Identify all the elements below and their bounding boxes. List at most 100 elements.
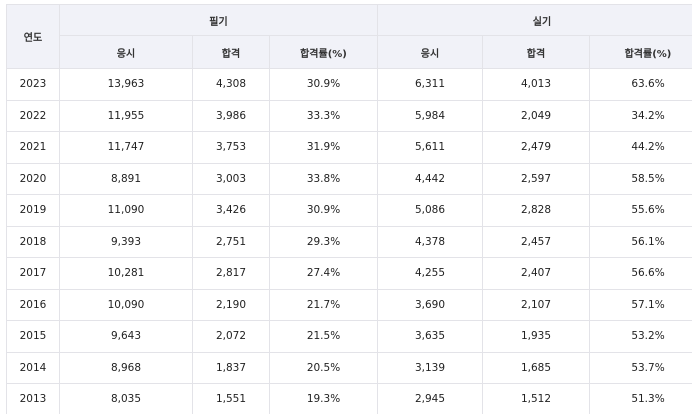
practical-applicants-cell: 4,442	[377, 162, 483, 195]
table-row: 2014 8,968 1,837 20.5% 3,139 1,685 53.7%	[6, 351, 692, 384]
written-passed-cell: 2,751	[192, 225, 270, 258]
year-cell: 2013	[6, 383, 60, 414]
table-row: 2021 11,747 3,753 31.9% 5,611 2,479 44.2%	[6, 131, 692, 164]
written-applicants-cell: 9,643	[59, 320, 193, 353]
practical-exam-header: 실기	[377, 4, 692, 36]
year-cell: 2022	[6, 99, 60, 132]
table-header: 연도 필기 실기 응시 합격 합격률(%) 응시 합격 합격률(%)	[6, 4, 692, 69]
written-applicants-cell: 11,747	[59, 131, 193, 164]
table-row: 2022 11,955 3,986 33.3% 5,984 2,049 34.2%	[6, 99, 692, 132]
written-pass-rate-cell: 33.3%	[269, 99, 378, 132]
written-passed-cell: 2,072	[192, 320, 270, 353]
year-cell: 2014	[6, 351, 60, 384]
practical-pass-rate-cell: 56.6%	[589, 257, 692, 290]
written-pass-rate-cell: 29.3%	[269, 225, 378, 258]
practical-pass-rate-cell: 58.5%	[589, 162, 692, 195]
year-header: 연도	[6, 4, 60, 69]
written-applicants-header: 응시	[59, 35, 193, 69]
practical-applicants-cell: 3,690	[377, 288, 483, 321]
practical-applicants-cell: 4,255	[377, 257, 483, 290]
table-row: 2016 10,090 2,190 21.7% 3,690 2,107 57.1%	[6, 288, 692, 321]
practical-applicants-cell: 3,139	[377, 351, 483, 384]
table-row: 2020 8,891 3,003 33.8% 4,442 2,597 58.5%	[6, 162, 692, 195]
written-passed-cell: 3,003	[192, 162, 270, 195]
table-row: 2023 13,963 4,308 30.9% 6,311 4,013 63.6%	[6, 68, 692, 101]
practical-applicants-header: 응시	[377, 35, 483, 69]
practical-passed-cell: 2,479	[482, 131, 590, 164]
written-passed-cell: 1,837	[192, 351, 270, 384]
written-pass-rate-cell: 30.9%	[269, 68, 378, 101]
written-pass-rate-cell: 21.7%	[269, 288, 378, 321]
practical-pass-rate-cell: 63.6%	[589, 68, 692, 101]
practical-applicants-cell: 5,086	[377, 194, 483, 227]
written-pass-rate-cell: 20.5%	[269, 351, 378, 384]
practical-applicants-cell: 2,945	[377, 383, 483, 414]
year-cell: 2017	[6, 257, 60, 290]
written-pass-rate-cell: 21.5%	[269, 320, 378, 353]
practical-passed-cell: 2,107	[482, 288, 590, 321]
practical-applicants-cell: 6,311	[377, 68, 483, 101]
practical-pass-rate-cell: 34.2%	[589, 99, 692, 132]
written-passed-cell: 2,190	[192, 288, 270, 321]
year-cell: 2019	[6, 194, 60, 227]
practical-applicants-cell: 4,378	[377, 225, 483, 258]
written-pass-rate-cell: 30.9%	[269, 194, 378, 227]
table-row: 2015 9,643 2,072 21.5% 3,635 1,935 53.2%	[6, 320, 692, 353]
practical-passed-cell: 1,512	[482, 383, 590, 414]
written-applicants-cell: 11,090	[59, 194, 193, 227]
written-exam-header: 필기	[59, 4, 378, 36]
written-applicants-cell: 9,393	[59, 225, 193, 258]
practical-passed-cell: 2,407	[482, 257, 590, 290]
practical-pass-rate-header: 합격률(%)	[589, 35, 692, 69]
practical-passed-cell: 2,049	[482, 99, 590, 132]
written-passed-cell: 3,753	[192, 131, 270, 164]
written-passed-cell: 3,426	[192, 194, 270, 227]
written-applicants-cell: 11,955	[59, 99, 193, 132]
written-applicants-cell: 8,035	[59, 383, 193, 414]
practical-pass-rate-cell: 56.1%	[589, 225, 692, 258]
written-passed-cell: 1,551	[192, 383, 270, 414]
year-cell: 2015	[6, 320, 60, 353]
written-pass-rate-cell: 19.3%	[269, 383, 378, 414]
table-body: 2023 13,963 4,308 30.9% 6,311 4,013 63.6% 2022 1…	[6, 68, 692, 414]
practical-applicants-cell: 3,635	[377, 320, 483, 353]
practical-pass-rate-cell: 51.3%	[589, 383, 692, 414]
practical-pass-rate-cell: 53.7%	[589, 351, 692, 384]
written-passed-header: 합격	[192, 35, 270, 69]
table-row: 2017 10,281 2,817 27.4% 4,255 2,407 56.6%	[6, 257, 692, 290]
table-row: 2018 9,393 2,751 29.3% 4,378 2,457 56.1%	[6, 225, 692, 258]
written-applicants-cell: 13,963	[59, 68, 193, 101]
practical-pass-rate-cell: 53.2%	[589, 320, 692, 353]
practical-passed-header: 합격	[482, 35, 590, 69]
year-cell: 2021	[6, 131, 60, 164]
written-passed-cell: 4,308	[192, 68, 270, 101]
practical-applicants-cell: 5,984	[377, 99, 483, 132]
written-applicants-cell: 8,891	[59, 162, 193, 195]
written-applicants-cell: 10,281	[59, 257, 193, 290]
written-passed-cell: 3,986	[192, 99, 270, 132]
table-row: 2013 8,035 1,551 19.3% 2,945 1,512 51.3%	[6, 383, 692, 414]
practical-passed-cell: 2,828	[482, 194, 590, 227]
year-cell: 2018	[6, 225, 60, 258]
year-cell: 2016	[6, 288, 60, 321]
practical-pass-rate-cell: 57.1%	[589, 288, 692, 321]
practical-passed-cell: 4,013	[482, 68, 590, 101]
practical-passed-cell: 1,935	[482, 320, 590, 353]
practical-pass-rate-cell: 55.6%	[589, 194, 692, 227]
table-row: 2019 11,090 3,426 30.9% 5,086 2,828 55.6%	[6, 194, 692, 227]
practical-pass-rate-cell: 44.2%	[589, 131, 692, 164]
written-pass-rate-cell: 33.8%	[269, 162, 378, 195]
written-passed-cell: 2,817	[192, 257, 270, 290]
written-pass-rate-cell: 31.9%	[269, 131, 378, 164]
written-pass-rate-header: 합격률(%)	[269, 35, 378, 69]
written-applicants-cell: 8,968	[59, 351, 193, 384]
practical-passed-cell: 1,685	[482, 351, 590, 384]
practical-passed-cell: 2,597	[482, 162, 590, 195]
written-applicants-cell: 10,090	[59, 288, 193, 321]
written-pass-rate-cell: 27.4%	[269, 257, 378, 290]
year-cell: 2023	[6, 68, 60, 101]
practical-applicants-cell: 5,611	[377, 131, 483, 164]
practical-passed-cell: 2,457	[482, 225, 590, 258]
year-cell: 2020	[6, 162, 60, 195]
